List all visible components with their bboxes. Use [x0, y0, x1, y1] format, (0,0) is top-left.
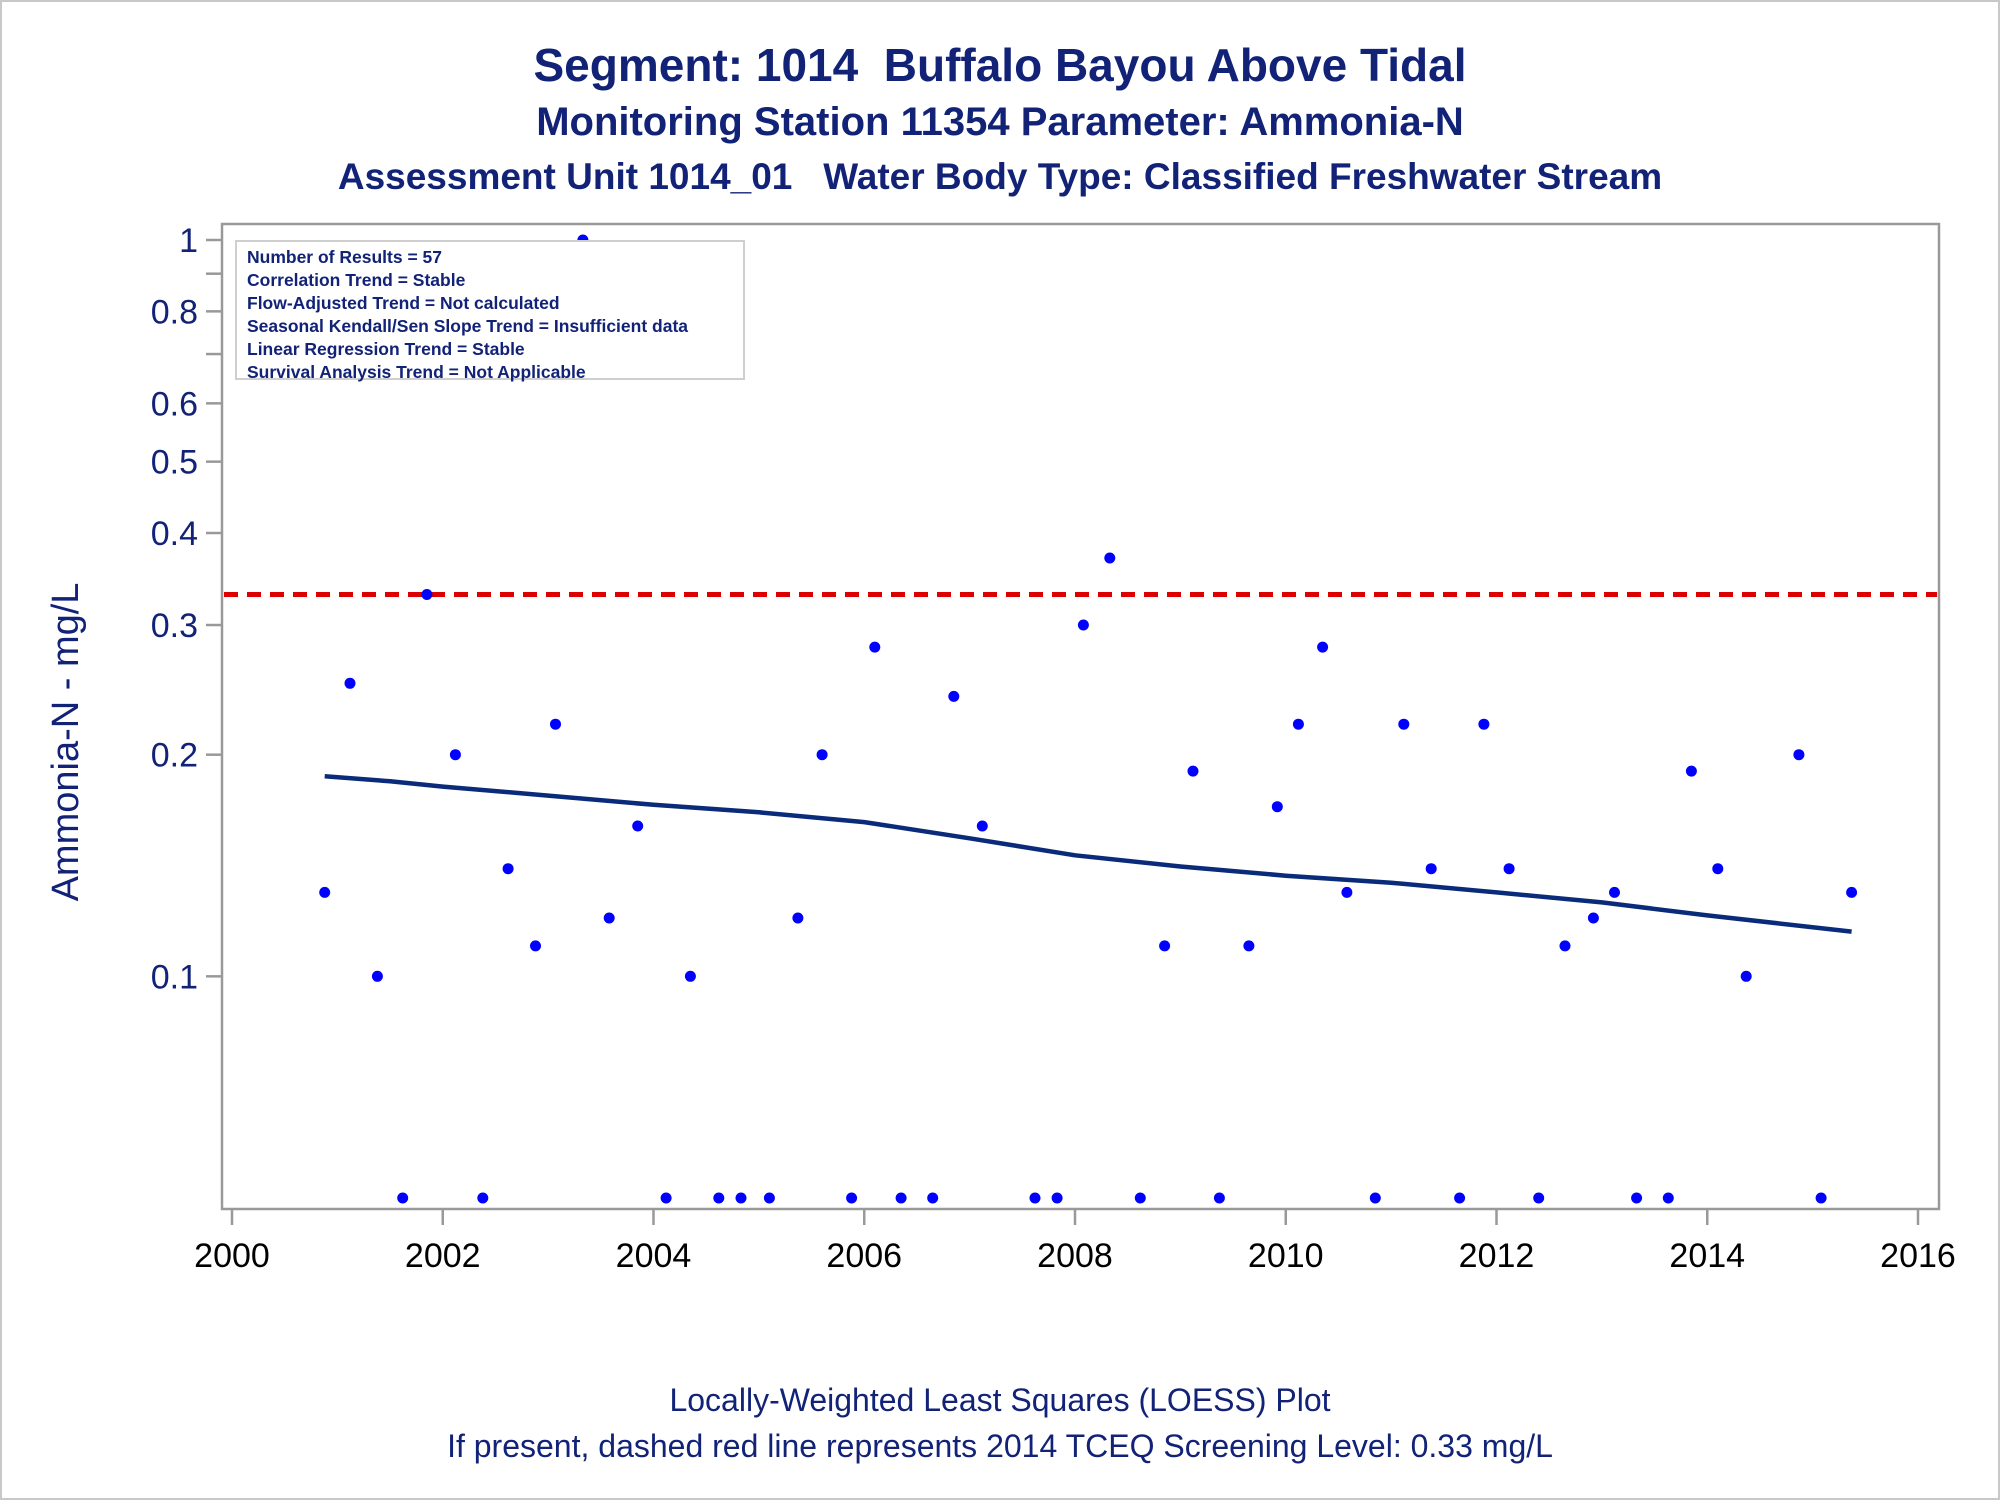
data-point: [713, 1192, 725, 1204]
chart-subtitle-2: Assessment Unit 1014_01 Water Body Type:…: [337, 156, 1663, 197]
data-point: [1478, 718, 1490, 730]
data-point: [1029, 1192, 1041, 1204]
x-tick-label: 2006: [826, 1237, 902, 1275]
data-point: [550, 718, 561, 730]
data-point: [763, 1192, 775, 1204]
footnote-screening: If present, dashed red line represents 2…: [447, 1428, 1553, 1464]
data-point: [1503, 863, 1515, 875]
stat-line: Number of Results = 57: [247, 247, 442, 267]
data-point: [1134, 1192, 1146, 1204]
data-point: [1631, 1192, 1643, 1204]
data-point: [816, 749, 828, 761]
data-point: [319, 886, 331, 898]
data-point: [895, 1192, 907, 1204]
y-axis: 0.1 0.2 0.3 0.4 0.5 0.6 0.8 1: [151, 222, 222, 996]
data-point: [344, 677, 356, 689]
data-point: [1369, 1192, 1381, 1204]
data-point: [1159, 940, 1171, 952]
data-point: [1685, 765, 1697, 777]
data-point: [1292, 718, 1304, 730]
data-point: [735, 1192, 747, 1204]
data-point: [869, 641, 881, 653]
data-point: [1104, 552, 1116, 564]
data-point: [1271, 801, 1283, 813]
data-point: [1243, 940, 1255, 952]
data-point: [1846, 886, 1858, 898]
stat-line: Linear Regression Trend = Stable: [247, 339, 525, 359]
y-tick-label: 0.8: [151, 293, 198, 331]
data-point: [1187, 765, 1199, 777]
loess-curve: [324, 773, 1852, 934]
data-point: [421, 589, 433, 600]
stat-line: Survival Analysis Trend = Not Applicable: [247, 362, 586, 382]
data-point: [397, 1192, 409, 1204]
data-point: [1341, 886, 1353, 898]
y-tick-label: 0.6: [151, 385, 198, 423]
data-point: [1213, 1192, 1225, 1204]
data-point: [1662, 1192, 1674, 1204]
x-tick-label: 2008: [1037, 1237, 1113, 1275]
data-point: [927, 1192, 939, 1204]
data-point: [1559, 940, 1571, 952]
data-point: [948, 690, 960, 702]
data-point: [1533, 1192, 1545, 1204]
y-tick-label: 1: [179, 222, 198, 260]
data-point: [371, 970, 383, 982]
data-point: [684, 970, 696, 982]
data-point: [477, 1192, 489, 1204]
y-tick-label: 0.3: [151, 607, 198, 645]
data-point: [1587, 912, 1599, 924]
x-tick-label: 2016: [1880, 1237, 1956, 1275]
footnote-loess: Locally-Weighted Least Squares (LOESS) P…: [669, 1382, 1331, 1418]
data-point: [1454, 1192, 1466, 1204]
data-point: [660, 1192, 672, 1204]
data-point: [1398, 718, 1410, 730]
data-point: [976, 820, 988, 832]
trend-stats-box: Number of Results = 57 Correlation Trend…: [235, 240, 745, 382]
data-point: [603, 912, 615, 924]
y-tick-label: 0.4: [151, 515, 198, 553]
plot-area: [220, 222, 1941, 1211]
x-tick-label: 2012: [1459, 1237, 1535, 1275]
data-points: [319, 234, 1858, 1204]
x-tick-label: 2014: [1669, 1237, 1745, 1275]
data-point: [1425, 863, 1437, 875]
data-point: [1793, 749, 1805, 761]
x-tick-label: 2004: [616, 1237, 692, 1275]
data-point: [1740, 970, 1752, 982]
data-point: [1712, 863, 1724, 875]
x-tick-label: 2010: [1248, 1237, 1324, 1275]
data-point: [792, 912, 804, 924]
y-axis-label: Ammonia-N - mg/L: [45, 583, 87, 902]
y-tick-label: 0.5: [151, 444, 198, 482]
data-point: [1609, 886, 1620, 898]
data-point: [1317, 641, 1329, 653]
data-point: [1051, 1192, 1063, 1204]
data-point: [1815, 1192, 1827, 1204]
stat-line: Seasonal Kendall/Sen Slope Trend = Insuf…: [247, 316, 689, 336]
plot-border: [220, 222, 1941, 1211]
data-point: [846, 1192, 858, 1204]
loess-line: [324, 773, 1852, 934]
x-tick-label: 2002: [405, 1237, 481, 1275]
data-point: [632, 820, 644, 832]
data-point: [449, 749, 461, 761]
stat-line: Flow-Adjusted Trend = Not calculated: [247, 293, 560, 313]
x-axis: 2000 2002 2004 2006 2008 2010 2012 2014 2016: [194, 1209, 1956, 1275]
y-tick-label: 0.1: [151, 958, 198, 996]
data-point: [1077, 619, 1089, 631]
y-tick-label: 0.2: [151, 737, 198, 775]
chart-title: Segment: 1014 Buffalo Bayou Above Tidal: [533, 39, 1467, 91]
chart-subtitle: Monitoring Station 11354 Parameter: Ammo…: [536, 100, 1464, 144]
data-point: [502, 863, 514, 875]
data-point: [530, 940, 541, 952]
x-tick-label: 2000: [194, 1237, 270, 1275]
stat-line: Correlation Trend = Stable: [247, 270, 466, 290]
